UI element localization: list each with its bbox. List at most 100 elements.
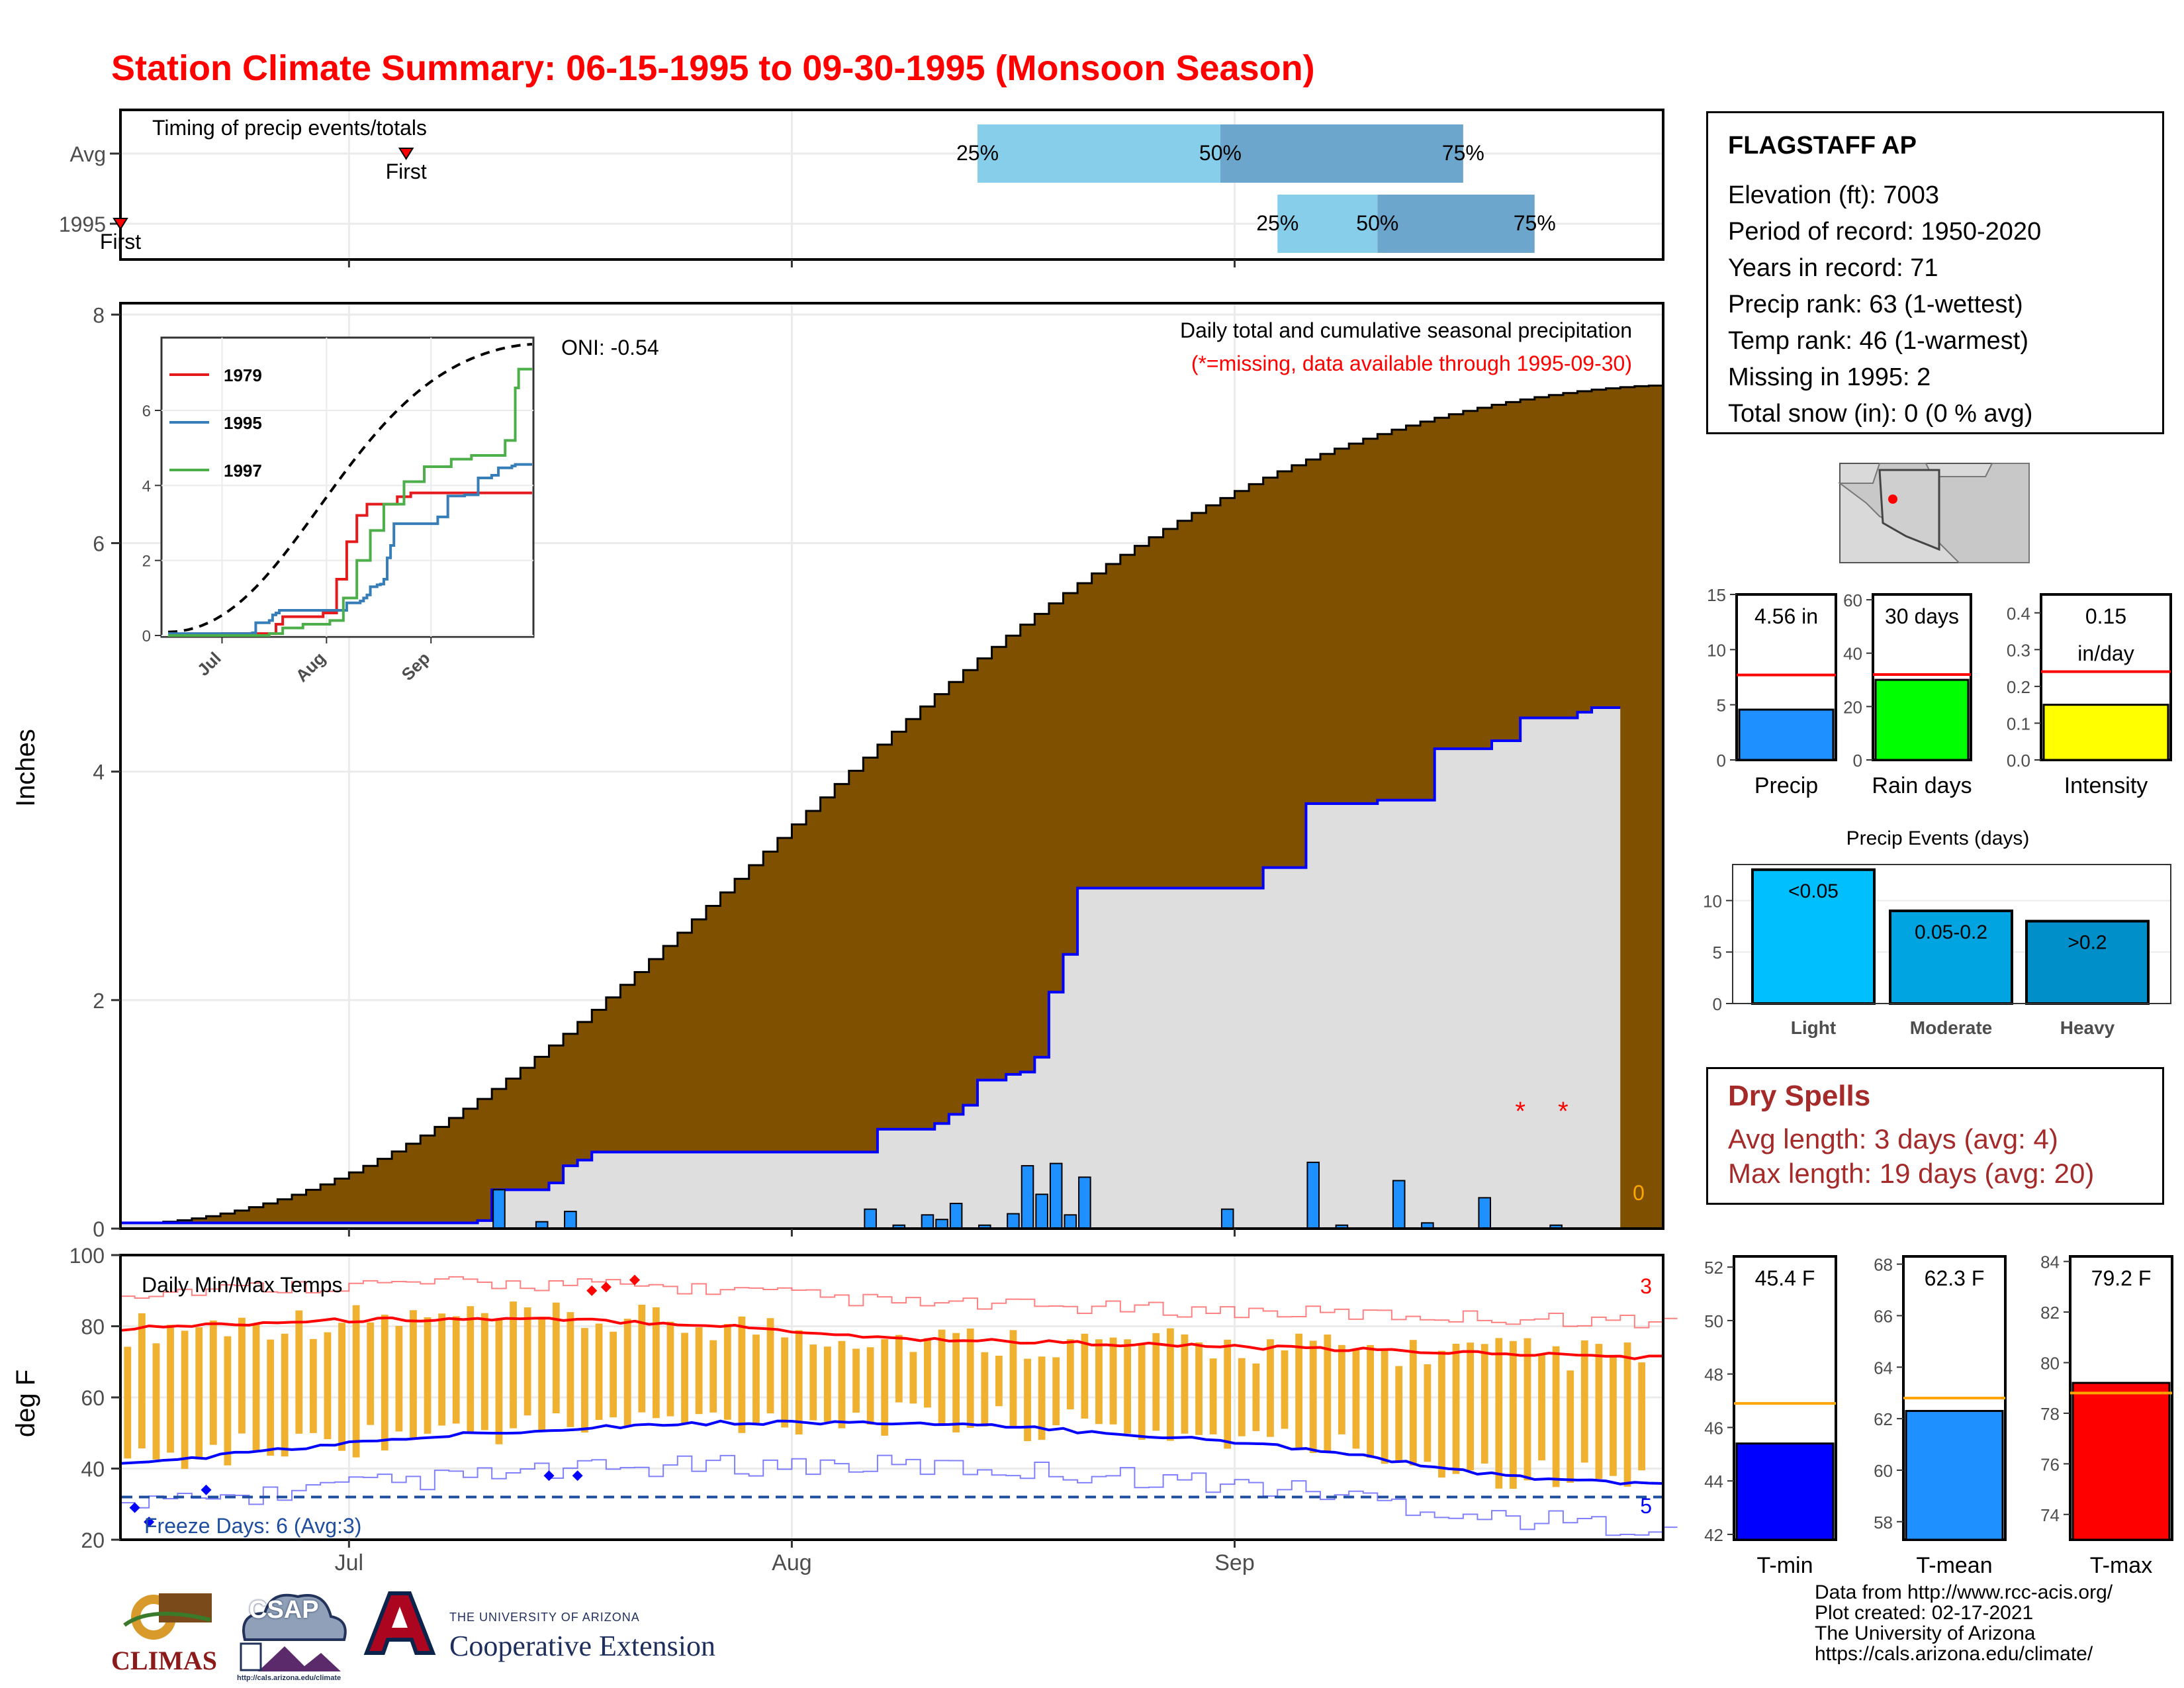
daily-temp-bar	[695, 1327, 703, 1415]
precip-panel-subtitle: (*=missing, data available through 1995-…	[1191, 352, 1632, 375]
avg-min-line	[120, 1419, 1664, 1485]
daily-temp-bar	[795, 1330, 803, 1435]
station-missing: Missing in 1995: 2	[1728, 363, 1931, 391]
timing-label-25: 25%	[1256, 211, 1298, 235]
tmean-summary-y-tick-label: 58	[1874, 1513, 1893, 1532]
daily-temp-bar	[938, 1329, 946, 1427]
events-bar	[1889, 910, 2013, 1005]
daily-temp-bar	[1524, 1338, 1531, 1481]
tmin-summary-bar	[1735, 1442, 1835, 1541]
record-low-marker	[543, 1470, 555, 1481]
tmax-summary-y-tick-label: 84	[2040, 1252, 2060, 1272]
tmax-summary-bar	[2071, 1382, 2171, 1541]
daily-temp-bar	[424, 1317, 432, 1434]
tmin-summary-y-tick-label: 52	[1704, 1258, 1723, 1278]
raindays-summary-y-tick-label: 60	[1843, 590, 1862, 610]
daily-temp-bar	[510, 1301, 517, 1429]
daily-temp-bar	[723, 1324, 731, 1420]
daily-temp-bar	[1295, 1333, 1303, 1449]
timing-label-75: 75%	[1514, 211, 1556, 235]
tmax-summary-x-label: T-max	[2090, 1553, 2152, 1578]
daily-temp-bar	[1324, 1335, 1332, 1452]
daily-temp-bar	[467, 1306, 475, 1432]
tmin-summary-y-tick-label: 42	[1704, 1525, 1723, 1545]
daily-temp-bar	[281, 1333, 289, 1457]
ua-a-icon	[363, 1591, 443, 1660]
station-info-box: FLAGSTAFF AP Elevation (ft): 7003 Period…	[1706, 111, 2164, 434]
page-title: Station Climate Summary: 06-15-1995 to 0…	[111, 48, 1315, 88]
daily-precip-bar	[1064, 1214, 1077, 1230]
credit-url: https://cals.arizona.edu/climate/	[1815, 1643, 2093, 1665]
temp-y-tick-label: 80	[81, 1315, 105, 1339]
daily-temp-bar	[952, 1333, 960, 1432]
inset-y-tick-label: 6	[142, 402, 151, 420]
daily-temp-bar	[1224, 1339, 1232, 1449]
intensity-summary-y-tick-label: 0.4	[2007, 604, 2030, 624]
daily-precip-bar	[864, 1208, 877, 1230]
daily-temp-bar	[909, 1352, 917, 1404]
daily-temp-bar	[410, 1310, 417, 1440]
raindays-summary-y-tick-label: 20	[1843, 697, 1862, 717]
precip-y-tick-label: 0	[93, 1217, 105, 1241]
timing-first-marker	[113, 218, 128, 230]
freeze-days-label: Freeze Days: 6 (Avg:3)	[144, 1514, 361, 1538]
daily-temp-bar	[523, 1307, 531, 1416]
daily-temp-bar	[1009, 1330, 1017, 1427]
daily-temp-bar	[381, 1315, 388, 1451]
daily-temp-bar	[1109, 1337, 1117, 1425]
daily-temp-bar	[581, 1328, 588, 1433]
timing-row-label: Avg	[69, 142, 106, 166]
temp-y-axis-label: deg F	[11, 1370, 40, 1437]
tmax-summary-y-tick-label: 76	[2040, 1454, 2060, 1474]
timing-row-label: 1995	[59, 212, 106, 236]
record-high-marker	[629, 1274, 640, 1286]
daily-temp-bar	[124, 1346, 132, 1459]
daily-temp-bar	[1166, 1328, 1174, 1441]
tmin-summary-value-label: 45.4 F	[1755, 1266, 1815, 1290]
precip-summary-y-tick-label: 15	[1707, 585, 1726, 605]
station-temp-rank: Temp rank: 46 (1-warmest)	[1728, 327, 2029, 355]
daily-temp-bar	[567, 1312, 574, 1427]
tmax-summary-y-tick-label: 74	[2040, 1505, 2060, 1525]
daily-temp-bar	[480, 1313, 488, 1430]
daily-precip-bar	[1035, 1194, 1048, 1229]
daily-temp-bar	[809, 1344, 817, 1421]
timing-bar-25-50	[978, 124, 1220, 183]
precip-y-tick-label: 4	[93, 761, 105, 784]
temp-x-tick-label: Aug	[772, 1550, 812, 1575]
climas-logo: CLIMAS	[111, 1579, 217, 1683]
daily-temp-bar	[1638, 1362, 1646, 1471]
station-years: Years in record: 71	[1728, 254, 1938, 282]
record-max-line	[120, 1276, 1678, 1329]
tmean-summary-y-tick-label: 64	[1874, 1358, 1893, 1378]
daily-temp-bar	[881, 1339, 889, 1436]
daily-temp-bar	[1467, 1342, 1475, 1471]
logo-strip: CLIMAS CSAP http://cals.arizona.edu/clim…	[111, 1579, 747, 1685]
tmean-summary-bar	[1905, 1409, 2004, 1541]
daily-temp-bar	[1610, 1356, 1617, 1476]
daily-temp-bar	[1381, 1348, 1388, 1464]
tmean-summary-value-label: 62.3 F	[1925, 1266, 1985, 1290]
ua-name: THE UNIVERSITY OF ARIZONA	[449, 1611, 640, 1624]
credit-university: The University of Arizona	[1815, 1622, 2036, 1644]
tmean-summary-y-tick-label: 60	[1874, 1461, 1893, 1481]
daily-temp-bar	[1352, 1349, 1360, 1449]
daily-temp-bar	[1309, 1340, 1317, 1453]
daily-temp-bar	[610, 1331, 617, 1418]
daily-temp-bar	[538, 1317, 546, 1430]
events-frame	[1732, 864, 2171, 1004]
daily-temp-bar	[1595, 1344, 1603, 1479]
timing-bar-50-75	[1377, 195, 1535, 253]
raindays-summary-y-tick-label: 0	[1853, 751, 1862, 771]
precip-summary-y-tick-label: 5	[1717, 696, 1726, 716]
temp-x-tick-label: Jul	[335, 1550, 363, 1575]
inset-legend-label: 1979	[224, 365, 262, 385]
daily-temp-bar	[181, 1331, 189, 1470]
observed-cumulative-line	[120, 706, 1621, 1225]
precip-summary-value-label: 4.56 in	[1754, 604, 1818, 628]
inset-series-line	[168, 367, 532, 637]
timing-bar-50-75	[1220, 124, 1463, 183]
daily-temp-bar	[981, 1352, 989, 1427]
daily-temp-bar	[1438, 1350, 1445, 1478]
